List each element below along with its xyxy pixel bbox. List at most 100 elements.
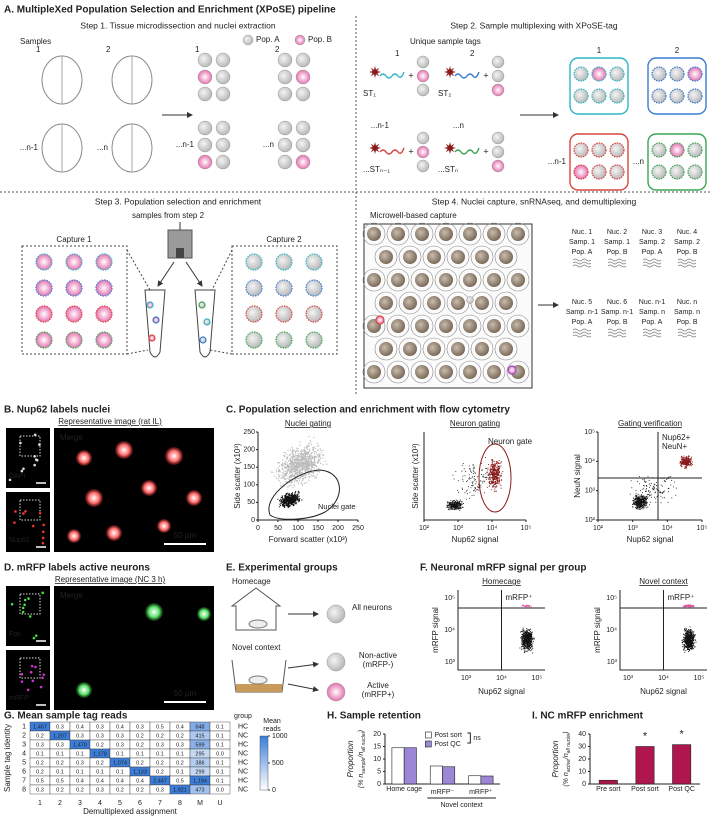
colorbar-tick-label: 1000 <box>272 733 288 740</box>
nucleus-icon <box>491 145 505 159</box>
label: ...n-1 <box>176 140 195 149</box>
label: Samples <box>20 37 51 46</box>
cell-signal <box>33 433 37 437</box>
cell-label: 0.5 <box>176 778 184 784</box>
nucleus-icon <box>573 88 589 104</box>
label: ...n <box>633 157 644 166</box>
axis-unit-part: ) <box>563 731 570 734</box>
bead <box>391 319 405 333</box>
microwell <box>422 245 446 269</box>
bead <box>487 273 501 287</box>
cell-signal <box>30 664 34 668</box>
microwell <box>506 314 530 338</box>
read-wave <box>607 258 627 262</box>
microwell <box>482 268 506 292</box>
cell-label: 0.3 <box>156 742 164 748</box>
cell-signal <box>41 541 45 545</box>
x-tick-label: 10⁵ <box>697 525 708 532</box>
row-label: 5 <box>22 759 26 766</box>
nucleus-icon <box>197 52 213 68</box>
read-wave <box>607 264 627 268</box>
cell-label: 0.4 <box>76 778 84 784</box>
bead <box>511 227 525 241</box>
cell-label: 0.4 <box>76 724 84 730</box>
column-label: 7 <box>158 800 162 807</box>
bead <box>511 319 525 333</box>
read-wave <box>607 334 627 338</box>
panel-title: I. NC mRFP enrichment <box>532 711 644 722</box>
nucleus-id: Nuc. 6 <box>607 299 627 306</box>
read-wave <box>607 328 627 332</box>
cell-signal <box>106 525 122 541</box>
cell-label: 0.3 <box>156 787 164 793</box>
cell-signal <box>42 523 46 527</box>
microwell <box>494 291 518 315</box>
nucleus-id: Nuc. 5 <box>572 299 592 306</box>
nucleus-icon <box>295 52 311 68</box>
x-tick-label: 10² <box>419 525 430 532</box>
nucleus-icon <box>416 69 430 83</box>
sample-id: Samp. n <box>674 309 700 316</box>
group-label: Novel context <box>440 802 482 809</box>
bead <box>511 273 525 287</box>
nucleus-icon <box>197 120 213 136</box>
microwell <box>374 291 398 315</box>
y-tick-label: 250 <box>243 429 255 436</box>
cell-signal <box>23 598 27 602</box>
cell-label: 0.2 <box>76 787 84 793</box>
group-label: NC <box>238 768 248 775</box>
nucleus-icon <box>215 137 231 153</box>
panel-title: D. mRFP labels active neurons <box>4 563 150 574</box>
microwell <box>362 268 386 292</box>
nucleus-icon <box>375 315 385 325</box>
microwell <box>374 245 398 269</box>
bead <box>487 319 501 333</box>
cell-label: 0.2 <box>56 760 64 766</box>
x-tick-label: 10⁵ <box>521 525 532 532</box>
cell-signal <box>39 685 43 689</box>
cell-label: 299 <box>195 769 204 775</box>
x-tick-label: mRFP⁻ <box>431 789 455 796</box>
micrograph <box>54 428 214 552</box>
tag-antibody <box>369 142 381 154</box>
bead <box>391 227 405 241</box>
column-label: U <box>217 800 222 807</box>
nucleus-icon <box>275 331 293 349</box>
column-label: 2 <box>58 800 62 807</box>
dot-cloud <box>270 435 328 489</box>
read-wave <box>642 261 662 265</box>
x-tick-label: 10³ <box>628 525 639 532</box>
pool-box <box>647 133 707 191</box>
scale-label: 50 μm <box>174 689 197 698</box>
microwell <box>434 314 458 338</box>
nucleus-icon <box>651 142 667 158</box>
cell-label: 0.1 <box>216 724 224 730</box>
bead <box>379 342 393 356</box>
row-label: 2 <box>22 732 26 739</box>
nucleus-icon <box>305 279 323 297</box>
plus-sign: + <box>408 146 413 156</box>
plot-title: Novel context <box>639 577 688 586</box>
bar <box>672 744 692 785</box>
cell-signal <box>76 450 92 466</box>
axis-label: Side scatter (x10³) <box>233 443 242 509</box>
nucleus-icon <box>35 331 53 349</box>
label: 2 <box>675 46 680 55</box>
micrograph <box>6 586 50 646</box>
bar <box>480 775 494 785</box>
read-wave <box>677 264 697 268</box>
y-tick-label: 0 <box>251 517 255 524</box>
x-tick-label: 10² <box>593 525 604 532</box>
nucleus-icon <box>198 301 206 309</box>
microwell <box>494 337 518 361</box>
bead <box>439 273 453 287</box>
cell-label: 0.5 <box>156 724 164 730</box>
sample-id: Samp. 2 <box>674 239 700 246</box>
read-wave <box>572 264 592 268</box>
nucleus-icon <box>669 66 685 82</box>
y-tick-label: 30 <box>578 743 586 750</box>
pool-box <box>569 133 629 191</box>
gate-label: Neuron gate <box>488 437 533 446</box>
cell-signal <box>41 536 45 540</box>
